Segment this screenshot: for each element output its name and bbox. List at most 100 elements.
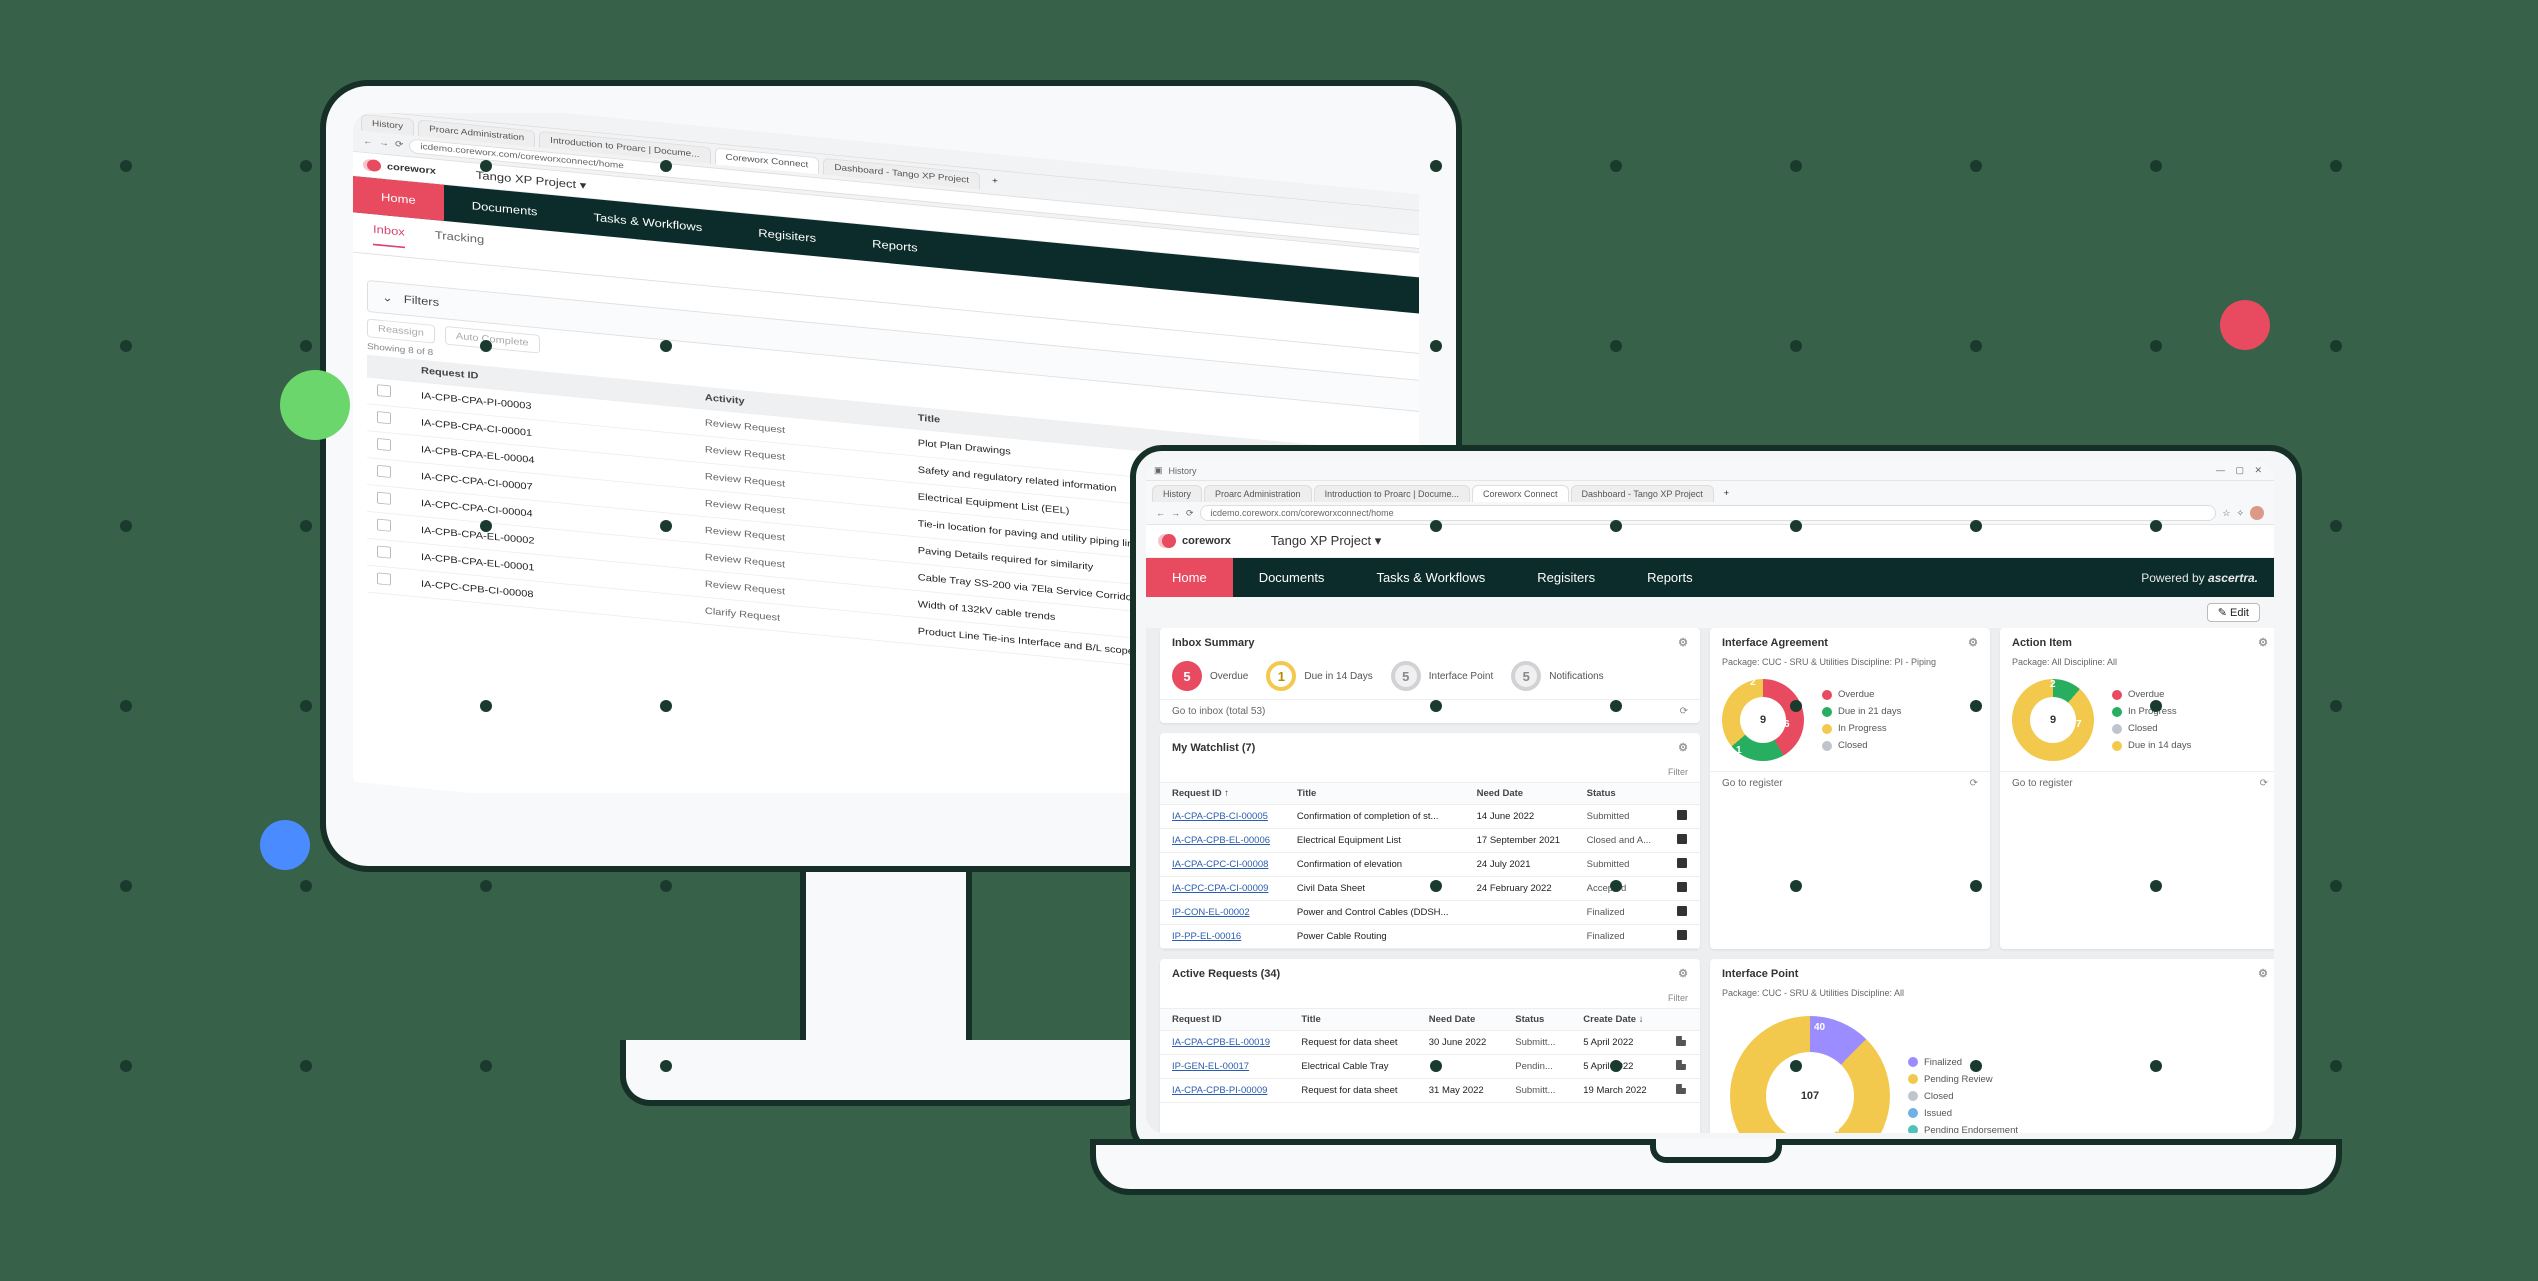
nav-item-tasks-workflows[interactable]: Tasks & Workflows <box>1350 558 1511 597</box>
puzzle-icon[interactable]: ✧ <box>2236 508 2244 519</box>
browser-tab[interactable]: Dashboard - Tango XP Project <box>1571 485 1714 502</box>
column-header[interactable]: Request ID <box>1160 1009 1289 1031</box>
star-icon[interactable]: ☆ <box>2222 508 2230 519</box>
gear-icon[interactable]: ⚙ <box>1968 636 1978 649</box>
profile-icon[interactable] <box>2250 506 2264 520</box>
inbox-summary-item[interactable]: 1Due in 14 Days <box>1266 661 1372 691</box>
cell-action[interactable] <box>1665 877 1700 901</box>
cell-action[interactable] <box>1665 925 1700 949</box>
browser-tab[interactable]: History <box>1152 485 1202 502</box>
project-selector[interactable]: Tango XP Project ▾ <box>1271 533 1381 549</box>
open-icon[interactable] <box>1676 1036 1686 1046</box>
table-row[interactable]: IA-CPA-CPC-CI-00008Confirmation of eleva… <box>1160 853 1700 877</box>
cell-request-id[interactable]: IA-CPC-CPA-CI-00009 <box>1172 883 1268 894</box>
column-header[interactable]: Status <box>1575 783 1666 805</box>
column-header[interactable]: Title <box>1289 1009 1416 1031</box>
table-row[interactable]: IA-CPA-CPB-CI-00005Confirmation of compl… <box>1160 805 1700 829</box>
cell-action[interactable] <box>1664 1055 1700 1079</box>
panel-footer-link[interactable]: Go to register <box>1722 778 1783 789</box>
nav-back-icon[interactable]: ← <box>1156 508 1165 518</box>
reassign-button[interactable]: Reassign <box>367 319 435 344</box>
nav-back-icon[interactable]: ← <box>363 137 373 147</box>
browser-tab[interactable]: Coreworx Connect <box>1472 485 1569 502</box>
nav-fwd-icon[interactable]: → <box>1171 508 1180 518</box>
edit-button[interactable]: ✎ Edit <box>2207 603 2260 622</box>
cell-request-id[interactable]: IP-GEN-EL-00017 <box>1172 1061 1249 1072</box>
filter-label[interactable]: Filter <box>1160 988 1700 1009</box>
cell-action[interactable] <box>1665 829 1700 853</box>
tab-tracking[interactable]: Tracking <box>435 228 484 255</box>
gear-icon[interactable]: ⚙ <box>1678 741 1688 754</box>
cell-request-id[interactable]: IA-CPA-CPB-PI-00009 <box>1172 1085 1267 1096</box>
column-header[interactable]: Create Date ↓ <box>1571 1009 1664 1031</box>
row-checkbox[interactable] <box>377 546 391 559</box>
window-controls[interactable]: — ▢ ✕ <box>2216 465 2266 476</box>
cell-request-id[interactable]: IA-CPA-CPB-EL-00019 <box>1172 1037 1270 1048</box>
new-tab-button[interactable]: + <box>1716 485 1737 502</box>
reload-icon[interactable]: ⟳ <box>1970 778 1978 789</box>
nav-fwd-icon[interactable]: → <box>379 138 389 148</box>
column-header[interactable]: Request ID ↑ <box>1160 783 1285 805</box>
reload-icon[interactable]: ⟳ <box>1186 508 1194 519</box>
open-icon[interactable] <box>1676 1084 1686 1094</box>
gear-icon[interactable]: ⚙ <box>2258 967 2268 980</box>
cell-request-id[interactable]: IA-CPA-CPB-EL-00006 <box>1172 835 1270 846</box>
table-row[interactable]: IA-CPA-CPB-EL-00019Request for data shee… <box>1160 1031 1700 1055</box>
table-row[interactable]: IP-PP-EL-00016Power Cable RoutingFinaliz… <box>1160 925 1700 949</box>
gear-icon[interactable]: ⚙ <box>1678 967 1688 980</box>
auto-complete-button[interactable]: Auto Complete <box>445 326 540 353</box>
browser-tab[interactable]: Introduction to Proarc | Docume... <box>1314 485 1470 502</box>
column-header[interactable]: Status <box>1503 1009 1571 1031</box>
row-checkbox[interactable] <box>377 492 391 505</box>
delete-icon[interactable] <box>1677 882 1687 892</box>
row-checkbox[interactable] <box>377 411 391 424</box>
delete-icon[interactable] <box>1677 930 1687 940</box>
gear-icon[interactable]: ⚙ <box>1678 636 1688 649</box>
cell-request-id[interactable]: IA-CPA-CPB-CI-00005 <box>1172 811 1268 822</box>
row-checkbox[interactable] <box>377 572 391 585</box>
nav-item-home[interactable]: Home <box>1146 558 1233 597</box>
reload-icon[interactable]: ⟳ <box>395 140 403 150</box>
row-checkbox[interactable] <box>377 438 391 451</box>
column-header[interactable]: Need Date <box>1465 783 1575 805</box>
panel-footer-link[interactable]: Go to inbox (total 53) <box>1172 706 1265 717</box>
cell-action[interactable] <box>1665 901 1700 925</box>
panel-footer-link[interactable]: Go to register <box>2012 778 2073 789</box>
tab-inbox[interactable]: Inbox <box>373 223 405 249</box>
row-checkbox[interactable] <box>377 465 391 478</box>
column-header[interactable]: Title <box>1285 783 1465 805</box>
nav-item-regisiters[interactable]: Regisiters <box>1511 558 1621 597</box>
delete-icon[interactable] <box>1677 810 1687 820</box>
table-row[interactable]: IP-CON-EL-00002Power and Control Cables … <box>1160 901 1700 925</box>
gear-icon[interactable]: ⚙ <box>2258 636 2268 649</box>
inbox-summary-item[interactable]: 5Interface Point <box>1391 661 1493 691</box>
row-checkbox[interactable] <box>377 384 391 397</box>
delete-icon[interactable] <box>1677 858 1687 868</box>
column-header[interactable] <box>1664 1009 1700 1031</box>
table-row[interactable]: IA-CPA-CPB-PI-00009Request for data shee… <box>1160 1079 1700 1103</box>
cell-action[interactable] <box>1665 853 1700 877</box>
cell-request-id[interactable]: IA-CPA-CPC-CI-00008 <box>1172 859 1268 870</box>
open-icon[interactable] <box>1676 1060 1686 1070</box>
reload-icon[interactable]: ⟳ <box>2260 778 2268 789</box>
cell-action[interactable] <box>1664 1031 1700 1055</box>
cell-request-id[interactable]: IP-PP-EL-00016 <box>1172 931 1241 942</box>
filter-label[interactable]: Filter <box>1160 762 1700 783</box>
column-header[interactable] <box>1665 783 1700 805</box>
cell-request-id[interactable]: IP-CON-EL-00002 <box>1172 907 1250 918</box>
cell-action[interactable] <box>1665 805 1700 829</box>
nav-item-documents[interactable]: Documents <box>1233 558 1351 597</box>
cell-action[interactable] <box>1664 1079 1700 1103</box>
browser-tab[interactable]: Proarc Administration <box>1204 485 1312 502</box>
column-header[interactable]: Need Date <box>1417 1009 1504 1031</box>
row-checkbox[interactable] <box>377 519 391 532</box>
delete-icon[interactable] <box>1677 834 1687 844</box>
browser-address-bar[interactable]: ← → ⟳ icdemo.coreworx.com/coreworxconnec… <box>1146 502 2274 525</box>
table-row[interactable]: IA-CPA-CPB-EL-00006Electrical Equipment … <box>1160 829 1700 853</box>
inbox-summary-item[interactable]: 5Overdue <box>1172 661 1248 691</box>
delete-icon[interactable] <box>1677 906 1687 916</box>
nav-item-reports[interactable]: Reports <box>1621 558 1719 597</box>
new-tab-button[interactable]: + <box>984 173 1006 192</box>
url-field[interactable]: icdemo.coreworx.com/coreworxconnect/home <box>1200 505 2217 521</box>
inbox-summary-item[interactable]: 5Notifications <box>1511 661 1603 691</box>
